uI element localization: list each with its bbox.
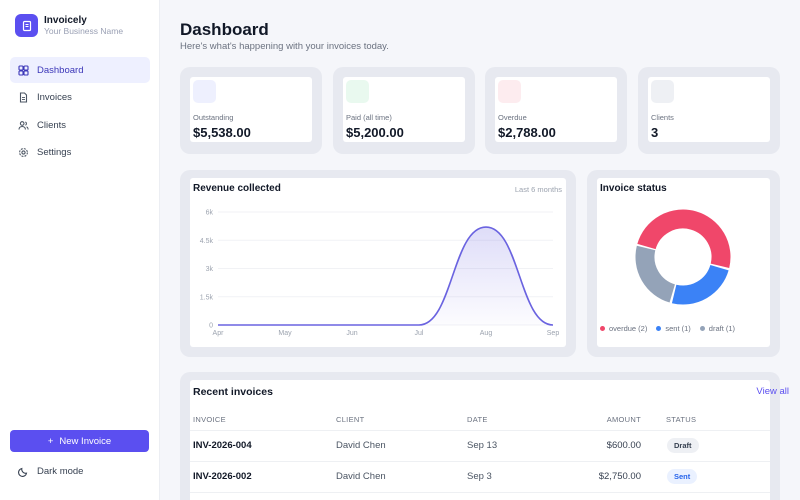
users-icon <box>18 120 29 130</box>
gear-icon <box>19 148 28 157</box>
sidebar-item-label: Dashboard <box>37 64 84 76</box>
dark-mode-toggle[interactable]: Dark mode <box>18 466 83 477</box>
row-divider <box>190 430 770 431</box>
stat-value: $2,788.00 <box>498 125 556 140</box>
revenue-line <box>217 226 554 326</box>
stat-card-body: Outstanding $5,538.00 <box>190 77 312 142</box>
recent-invoices-title: Recent invoices <box>193 386 273 398</box>
legend-item-draft: draft (1) <box>699 324 736 333</box>
invoice-client: David Chen <box>336 471 386 482</box>
sidebar-item-label: Invoices <box>37 92 72 103</box>
stat-card-clients: Clients 3 <box>638 67 780 154</box>
brand[interactable]: Invoicely Your Business Name <box>15 14 123 37</box>
new-invoice-label: New Invoice <box>59 435 112 447</box>
app-logo-icon <box>15 14 38 37</box>
invoice-date: Sep 3 <box>467 471 492 482</box>
business-name: Your Business Name <box>44 25 124 36</box>
revenue-area <box>218 227 553 325</box>
y-tick-label: 4.5k <box>200 238 214 245</box>
sidebar-nav: Dashboard Invoices Clients Settings <box>10 57 150 167</box>
status-card: Invoice status overdue (2) sent (1) draf… <box>597 178 770 347</box>
moon-icon <box>18 467 28 477</box>
stat-card-body: Overdue $2,788.00 <box>495 77 617 142</box>
sidebar-item-clients[interactable]: Clients <box>10 112 150 138</box>
page-title: Dashboard <box>180 20 269 39</box>
revenue-title: Revenue collected <box>193 183 281 194</box>
stat-card-outstanding: Outstanding $5,538.00 <box>180 67 322 154</box>
invoice-date: Sep 13 <box>467 440 498 451</box>
invoice-amount: $2,750.00 <box>598 471 641 482</box>
y-tick-label: 0 <box>209 323 213 330</box>
stat-card-body: Clients 3 <box>648 77 770 142</box>
x-tick-label: Aug <box>480 330 493 337</box>
invoice-client: David Chen <box>336 440 386 451</box>
legend-label: draft (1) <box>708 324 736 333</box>
sidebar-item-invoices[interactable]: Invoices <box>10 85 150 111</box>
recent-invoices-panel <box>180 372 780 500</box>
overdue-dot <box>600 326 605 331</box>
column-header-date[interactable]: DATE <box>467 415 488 424</box>
stat-value: $5,538.00 <box>193 125 251 140</box>
x-tick-label: Jun <box>346 330 357 337</box>
paid-icon <box>346 80 369 103</box>
view-all-link[interactable]: View all <box>756 386 789 397</box>
stat-card-body: Paid (all time) $5,200.00 <box>343 77 465 142</box>
x-tick-label: May <box>278 330 292 337</box>
plus-icon: + <box>47 435 54 447</box>
app-name: Invoicely <box>44 14 87 26</box>
y-tick-label: 1.5k <box>200 294 214 301</box>
stat-card-paid: Paid (all time) $5,200.00 <box>333 67 475 154</box>
invoice-amount: $600.00 <box>606 440 641 451</box>
dark-mode-label: Dark mode <box>37 466 84 477</box>
column-header-status[interactable]: STATUS <box>666 415 697 424</box>
row-divider <box>190 461 770 462</box>
revenue-panel: Revenue collected Last 6 months 0 1.5k 3k 4… <box>180 170 576 357</box>
y-tick-label: 3k <box>206 266 214 273</box>
sent-dot <box>656 326 662 331</box>
sidebar-item-label: Clients <box>37 119 67 131</box>
new-invoice-button[interactable]: + New Invoice <box>10 430 149 452</box>
sidebar-item-label: Settings <box>37 147 72 158</box>
row-divider <box>190 492 770 493</box>
status-badge: Sent <box>667 469 698 484</box>
status-donut-chart <box>635 209 731 305</box>
stat-label: Outstanding <box>193 113 234 122</box>
legend-label: overdue (2) <box>609 324 648 333</box>
x-tick-label: Apr <box>213 330 225 337</box>
legend-label: sent (1) <box>665 324 691 333</box>
invoice-id[interactable]: INV-2026-004 <box>193 440 252 451</box>
draft-dot <box>699 326 705 331</box>
stat-label: Clients <box>651 113 674 122</box>
sidebar-item-settings[interactable]: Settings <box>10 140 150 166</box>
x-tick-label: Jul <box>415 330 424 337</box>
dashboard-icon <box>18 64 29 76</box>
sidebar-item-dashboard[interactable]: Dashboard <box>10 57 150 83</box>
column-header-client[interactable]: CLIENT <box>336 415 365 424</box>
revenue-card: Revenue collected Last 6 months 0 1.5k 3k 4… <box>190 178 566 347</box>
invoice-icon <box>19 92 28 103</box>
status-title: Invoice status <box>600 183 667 194</box>
stat-value: 3 <box>651 125 659 140</box>
stat-label: Paid (all time) <box>346 113 392 122</box>
column-header-invoice[interactable]: INVOICE <box>193 415 226 424</box>
page-subtitle: Here's what's happening with your invoic… <box>180 41 389 52</box>
stat-label: Overdue <box>498 113 527 122</box>
status-panel: Invoice status overdue (2) sent (1) draf… <box>587 170 780 357</box>
legend-item-sent: sent (1) <box>656 324 691 333</box>
stat-value: $5,200.00 <box>346 125 404 140</box>
stat-card-overdue: Overdue $2,788.00 <box>485 67 627 154</box>
overdue-icon <box>498 80 521 103</box>
revenue-period: Last 6 months <box>514 185 562 194</box>
invoice-id[interactable]: INV-2026-002 <box>193 471 252 482</box>
sidebar: Invoicely Your Business Name Dashboard I… <box>0 0 160 500</box>
legend-item-overdue: overdue (2) <box>600 324 647 333</box>
clients-icon <box>651 80 674 103</box>
status-legend: overdue (2) sent (1) draft (1) <box>600 324 735 333</box>
y-tick-label: 6k <box>206 210 214 217</box>
revenue-chart: 0 1.5k 3k 4.5k 6k Apr May Jun Jul Aug Sep <box>200 210 560 338</box>
column-header-amount[interactable]: AMOUNT <box>606 415 641 424</box>
x-tick-label: Sep <box>547 330 560 337</box>
status-badge: Draft <box>667 438 699 453</box>
outstanding-icon <box>193 80 216 103</box>
